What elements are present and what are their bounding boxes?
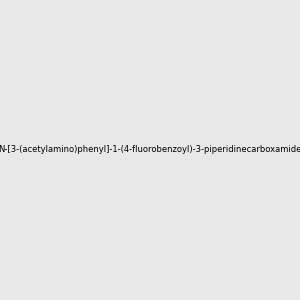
Text: N-[3-(acetylamino)phenyl]-1-(4-fluorobenzoyl)-3-piperidinecarboxamide: N-[3-(acetylamino)phenyl]-1-(4-fluoroben…	[0, 146, 300, 154]
